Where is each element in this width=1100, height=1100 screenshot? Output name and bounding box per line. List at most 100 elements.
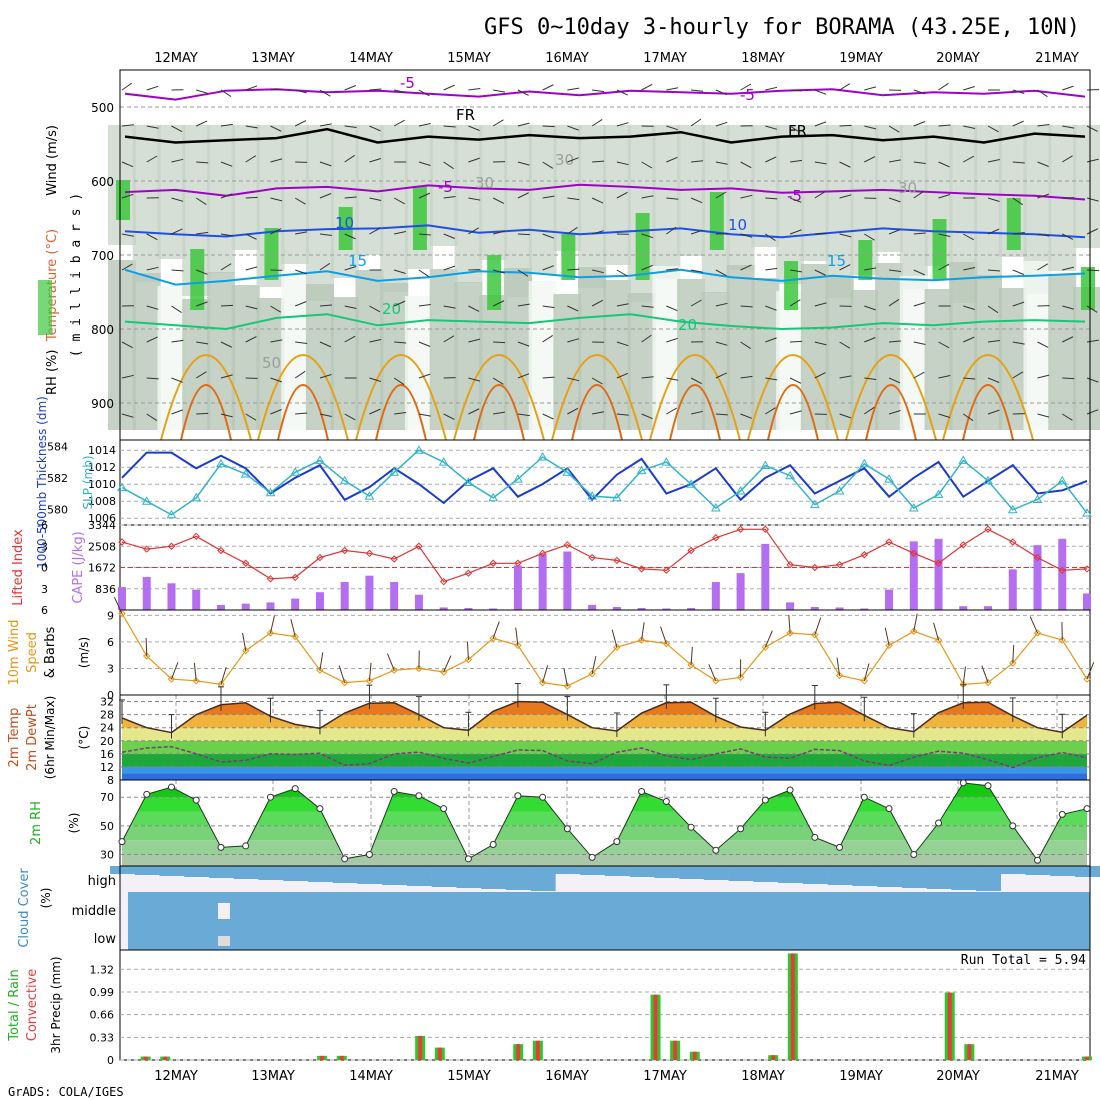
cloud-high-bar — [926, 866, 952, 889]
wind-barb — [468, 197, 481, 201]
lifted-tick: 3 — [41, 583, 48, 596]
slp-line — [121, 449, 1088, 516]
cape-bar — [687, 607, 696, 610]
rh-marker — [167, 783, 175, 791]
cape-tick: 1672 — [88, 562, 116, 575]
date-tick-top: 14MAY — [349, 51, 393, 66]
wind-barb — [814, 161, 827, 165]
wind-barb — [468, 377, 481, 382]
cape-bar — [513, 565, 522, 610]
rh-shade — [1023, 261, 1052, 430]
wind-barb — [418, 89, 430, 97]
wind-marker — [984, 678, 992, 687]
cape-bar — [390, 582, 399, 610]
wind-barb — [295, 269, 307, 275]
wind-barb — [765, 337, 777, 343]
wind-marker — [761, 643, 770, 651]
rh-bands — [122, 782, 1087, 866]
wind-barb — [220, 123, 233, 127]
slp-marker — [958, 455, 969, 464]
wind-barb — [220, 233, 233, 237]
slp-marker — [933, 489, 944, 498]
wind-barb — [295, 231, 308, 235]
wind-barb — [938, 82, 949, 91]
wind-barb — [386, 653, 395, 671]
wind-barb — [938, 233, 951, 237]
slp-marker — [438, 457, 449, 466]
cape-bar — [761, 543, 770, 610]
wind-barb — [393, 300, 406, 307]
wind-barb — [814, 617, 822, 635]
cape-bar — [340, 582, 349, 610]
cloud-high-bar — [1025, 866, 1051, 875]
wind-barb — [1012, 120, 1024, 127]
slp-marker — [339, 475, 350, 485]
wind-marker — [192, 677, 200, 685]
rh-shade — [206, 125, 235, 273]
wind-barb — [740, 341, 751, 349]
wind-barb — [492, 621, 500, 639]
date-tick-bottom: 16MAY — [545, 1069, 589, 1084]
wind-barb — [666, 125, 678, 131]
panel-frame — [119, 609, 1091, 696]
wind-barb — [592, 411, 605, 415]
pressure-tick: 500 — [91, 101, 114, 115]
wind-barb — [1062, 125, 1075, 129]
cape-ylabel: CAPE (J/kg) — [71, 531, 86, 603]
precip-unit: 3hr Precip (mm) — [49, 956, 63, 1053]
wind-barb — [270, 88, 283, 91]
temp-band — [122, 714, 1087, 728]
wind-barb — [913, 341, 926, 345]
wind-barb — [666, 377, 679, 381]
wind-barb — [290, 618, 296, 637]
wind-barb — [121, 193, 134, 199]
wind-barb — [789, 377, 802, 384]
wind-barb — [567, 227, 578, 235]
slp-tick: 1006 — [88, 512, 116, 525]
slp-tick: 1010 — [88, 478, 116, 491]
cape-axis-label: CAPE (J/kg) — [71, 531, 86, 603]
slp-marker — [414, 445, 424, 454]
slp-tick: 1008 — [88, 495, 116, 508]
lifted-axis-label: Lifted Index — [11, 529, 26, 606]
wind-barb — [517, 122, 530, 127]
cape-bar — [711, 582, 720, 610]
wind-tick: 9 — [107, 609, 114, 622]
wind-barb — [987, 269, 1001, 272]
precip-convective-bar — [790, 953, 795, 1060]
cloud-high-bar — [307, 866, 333, 882]
rh-shade — [108, 260, 136, 430]
temp-tick: 12 — [100, 761, 114, 774]
lifted-marker — [390, 555, 398, 563]
wind-barb — [369, 158, 382, 163]
rh-marker — [291, 785, 299, 793]
precip-ylabel: Total / Rain Convective — [7, 969, 40, 1042]
wind-barb — [220, 263, 232, 271]
wind-barb — [1086, 125, 1098, 132]
wind-barb — [691, 269, 703, 273]
wind-barb — [220, 341, 232, 348]
wind-marker — [118, 609, 126, 618]
wind-barb — [1062, 266, 1075, 271]
wind-barb — [517, 89, 529, 96]
wind-barb — [616, 122, 629, 127]
cape-bar — [1008, 569, 1017, 610]
wind-barb — [493, 230, 505, 235]
rh-marker — [489, 841, 497, 848]
rh-shade — [652, 125, 681, 279]
precip-tick: 0.33 — [90, 1031, 115, 1044]
wind-barb — [418, 161, 431, 166]
wind-barb — [418, 269, 430, 278]
wind-barb — [245, 196, 258, 199]
rh2m-panel: 70 50 30 2m RH (%) — [29, 779, 1091, 867]
lifted-marker — [712, 534, 720, 542]
wind-barb — [1061, 155, 1073, 163]
wind-barb — [616, 269, 628, 277]
wind-barb — [563, 668, 568, 687]
wind-barb — [987, 340, 1000, 343]
wind-barb — [715, 413, 728, 416]
date-tick-top: 16MAY — [545, 51, 589, 66]
cape-bar — [934, 538, 943, 610]
wind-barb — [789, 229, 802, 235]
